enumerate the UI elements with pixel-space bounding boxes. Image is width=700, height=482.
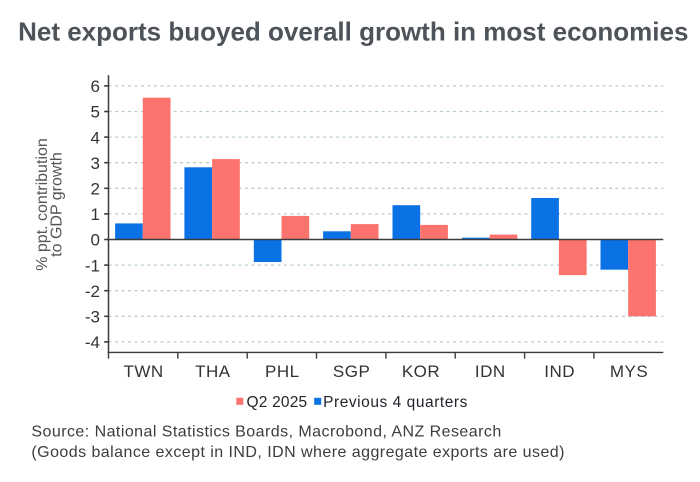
svg-text:2: 2 [91, 180, 100, 199]
svg-text:MYS: MYS [610, 362, 648, 381]
svg-text:-1: -1 [85, 256, 100, 275]
svg-text:-3: -3 [85, 308, 100, 327]
svg-text:Previous 4 quarters: Previous 4 quarters [323, 394, 468, 411]
svg-text:IDN: IDN [475, 362, 506, 381]
svg-text:Source: National Statistics Bo: Source: National Statistics Boards, Macr… [31, 424, 501, 441]
svg-text:Net exports buoyed overall gro: Net exports buoyed overall growth in mos… [18, 16, 688, 46]
svg-text:TWN: TWN [123, 362, 163, 381]
svg-text:(Goods balance except in IND,: (Goods balance except in IND, IDN where … [31, 444, 565, 461]
svg-text:SGP: SGP [333, 362, 370, 381]
svg-text:to GDP growth: to GDP growth [49, 152, 66, 257]
svg-text:1: 1 [91, 205, 100, 224]
svg-text:3: 3 [91, 154, 100, 173]
svg-text:-4: -4 [85, 333, 100, 352]
svg-text:KOR: KOR [402, 362, 440, 381]
svg-text:Q2 2025: Q2 2025 [247, 394, 308, 411]
svg-text:% ppt. contribution: % ppt. contribution [34, 138, 51, 271]
svg-text:6: 6 [91, 77, 100, 96]
svg-text:PHL: PHL [265, 362, 300, 381]
svg-text:5: 5 [91, 103, 100, 122]
svg-text:IND: IND [544, 362, 575, 381]
svg-text:0: 0 [91, 231, 100, 250]
svg-text:THA: THA [195, 362, 231, 381]
svg-text:4: 4 [91, 128, 100, 147]
svg-text:-2: -2 [85, 282, 100, 301]
